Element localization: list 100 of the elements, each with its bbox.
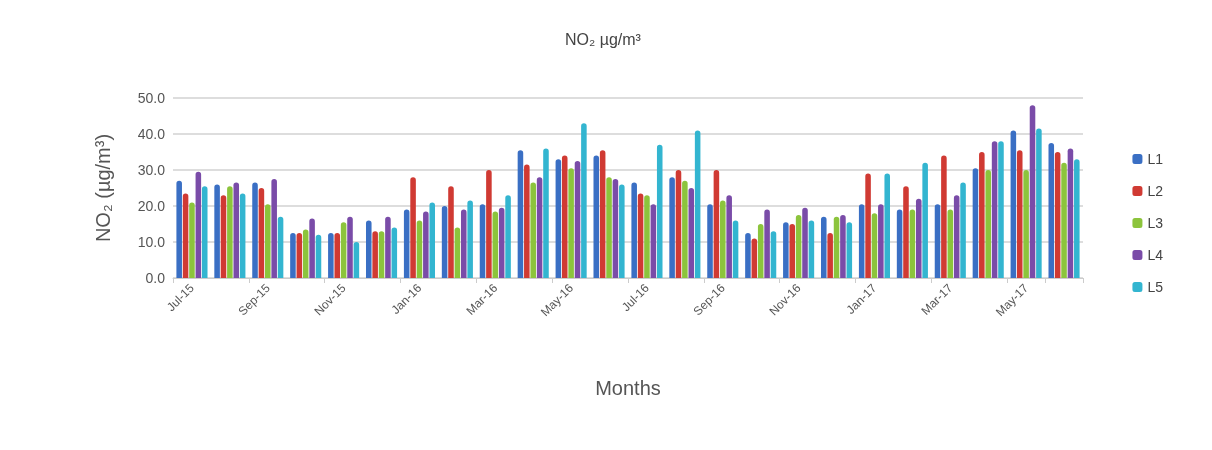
bar	[498, 207, 505, 278]
bar	[669, 177, 675, 278]
bar	[922, 162, 928, 278]
bar	[467, 200, 473, 278]
y-tick-label: 50.0	[137, 90, 166, 106]
bar	[1036, 128, 1042, 278]
bar	[505, 195, 511, 278]
bar	[979, 152, 985, 278]
bar	[492, 211, 499, 278]
bar	[315, 234, 322, 278]
bar	[486, 170, 492, 278]
legend-label: L5	[1147, 279, 1164, 295]
bar	[783, 222, 789, 278]
bar	[1074, 159, 1080, 278]
bar	[972, 168, 979, 278]
bar	[391, 227, 398, 278]
y-tick-label: 0.0	[145, 270, 166, 286]
bar	[290, 233, 296, 278]
bar	[947, 209, 954, 278]
bar	[227, 186, 233, 278]
bar	[239, 193, 246, 278]
y-tick-label: 30.0	[137, 162, 166, 178]
bar	[599, 150, 606, 278]
bar	[454, 227, 461, 278]
bar	[182, 193, 189, 278]
y-axis-title: NO₂ (µg/m³)	[92, 133, 114, 243]
bar	[827, 233, 833, 278]
bar	[460, 209, 467, 278]
bar	[846, 222, 853, 278]
bar	[353, 242, 360, 278]
bar	[479, 204, 486, 278]
bar	[637, 193, 644, 278]
bar	[675, 170, 682, 278]
bar	[530, 182, 536, 278]
bar	[271, 179, 277, 278]
bar	[214, 184, 220, 278]
bar	[631, 182, 637, 278]
bar	[808, 220, 815, 278]
bar	[884, 173, 890, 278]
bar	[277, 216, 284, 278]
legend-label: L3	[1147, 215, 1164, 231]
bar	[366, 220, 372, 278]
bar	[1010, 130, 1017, 278]
bar	[650, 204, 657, 278]
bar	[561, 155, 568, 278]
bar	[1029, 105, 1036, 278]
bar	[998, 141, 1004, 278]
bar	[770, 231, 777, 278]
bar	[953, 195, 960, 278]
bar	[441, 206, 448, 278]
bar	[1048, 143, 1055, 278]
bar	[840, 215, 846, 278]
bar	[821, 216, 827, 278]
bar	[720, 200, 726, 278]
bar	[865, 173, 871, 278]
bar	[385, 216, 391, 278]
bar	[732, 220, 739, 278]
bar	[448, 186, 454, 278]
bar	[220, 195, 227, 278]
bar	[871, 213, 878, 278]
bar	[403, 209, 410, 278]
bar	[517, 150, 524, 278]
bar	[694, 130, 701, 278]
bar	[195, 171, 202, 278]
bar	[302, 229, 309, 278]
bar	[416, 220, 423, 278]
bar	[713, 170, 720, 278]
legend-label: L1	[1147, 151, 1164, 167]
bar	[574, 161, 581, 278]
bar	[543, 148, 549, 278]
bar	[258, 188, 265, 278]
bar	[726, 195, 732, 278]
bar	[568, 168, 574, 278]
bar	[688, 188, 695, 278]
bar	[915, 198, 922, 278]
bar	[934, 204, 941, 278]
bar	[941, 155, 947, 278]
bar	[878, 204, 884, 278]
bar	[896, 209, 903, 278]
bar	[985, 170, 991, 278]
bar	[833, 216, 840, 278]
bar	[802, 207, 808, 278]
bar	[1067, 148, 1074, 278]
chart-title: NO₂ µg/m³	[565, 30, 642, 48]
bar	[682, 180, 688, 278]
bar	[1054, 152, 1061, 278]
bar	[656, 144, 663, 278]
bar	[1016, 150, 1023, 278]
bar	[619, 184, 625, 278]
bar	[795, 215, 802, 278]
legend-label: L2	[1147, 183, 1164, 199]
y-tick-label: 10.0	[137, 234, 166, 250]
bar	[410, 177, 416, 278]
bar	[1023, 170, 1029, 278]
bar	[903, 186, 909, 278]
bar	[328, 233, 334, 278]
bar	[201, 186, 208, 278]
bar	[524, 164, 530, 278]
bar	[909, 209, 916, 278]
bar	[536, 177, 543, 278]
